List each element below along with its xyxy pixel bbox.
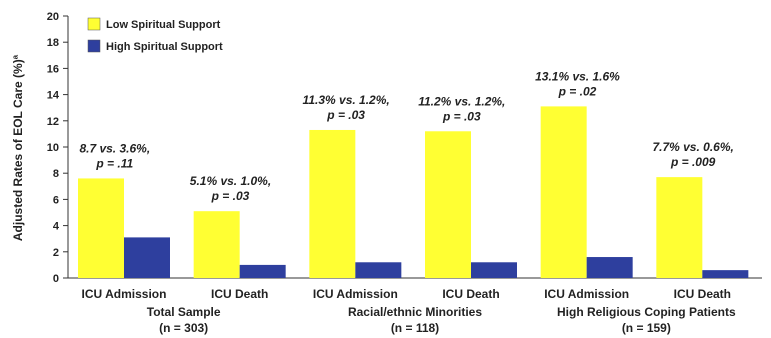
bar-low-spiritual-support <box>425 131 471 278</box>
y-tick-label: 2 <box>53 247 59 259</box>
bar-low-spiritual-support <box>540 106 587 278</box>
comparison-annotation: 11.2% vs. 1.2%, <box>418 94 505 108</box>
x-category-label: ICU Death <box>674 287 731 301</box>
p-value-annotation: p = .03 <box>326 108 365 122</box>
comparison-annotation: 13.1% vs. 1.6% <box>535 69 620 83</box>
y-tick-label: 20 <box>47 11 59 23</box>
y-tick-label: 6 <box>53 194 59 206</box>
annotations: 8.7 vs. 3.6%,p = .115.1% vs. 1.0%,p = .0… <box>79 69 733 203</box>
legend-label: High Spiritual Support <box>106 41 223 53</box>
legend-swatch <box>87 39 101 53</box>
comparison-annotation: 11.3% vs. 1.2%, <box>303 93 390 107</box>
p-value-annotation: p = .009 <box>670 155 716 169</box>
bar-high-spiritual-support <box>586 257 633 278</box>
p-value-annotation: p = .02 <box>558 84 597 98</box>
comparison-annotation: 8.7 vs. 3.6%, <box>79 141 150 155</box>
group-label: Racial/ethnic Minorities <box>348 305 482 319</box>
group-label: Total Sample <box>147 305 221 319</box>
bar-low-spiritual-support <box>78 178 124 278</box>
legend-swatch <box>87 17 101 31</box>
p-value-annotation: p = .11 <box>95 156 133 170</box>
y-tick-label: 0 <box>53 273 59 285</box>
y-tick-label: 8 <box>53 168 59 180</box>
y-tick-label: 10 <box>47 142 59 154</box>
y-tick-label: 14 <box>47 90 60 102</box>
y-tick-label: 4 <box>53 221 60 233</box>
x-category-label: ICU Death <box>211 287 268 301</box>
bar-high-spiritual-support <box>471 262 517 278</box>
y-tick-label: 12 <box>47 116 59 128</box>
bar-high-spiritual-support <box>239 264 286 278</box>
group-label: High Religious Coping Patients <box>557 305 736 319</box>
x-category-label: ICU Admission <box>544 287 629 301</box>
bar-low-spiritual-support <box>193 211 240 278</box>
bar-high-spiritual-support <box>355 262 402 278</box>
legend-label: Low Spiritual Support <box>106 19 221 31</box>
y-tick-label: 16 <box>47 63 59 75</box>
comparison-annotation: 7.7% vs. 0.6%, <box>652 140 733 154</box>
legend: Low Spiritual Support High Spiritual Supp… <box>87 17 223 53</box>
y-axis-label: Adjusted Rates of EOL Care (%)ª <box>11 54 25 241</box>
x-category-label: ICU Admission <box>82 287 167 301</box>
bar-low-spiritual-support <box>656 177 703 278</box>
y-axis: 0 2 4 6 8 10 12 14 16 18 20 <box>47 11 762 285</box>
comparison-annotation: 5.1% vs. 1.0%, <box>190 174 271 188</box>
group-n-label: (n = 118) <box>391 321 439 335</box>
category-labels: ICU Admission ICU Death ICU Admission ICU D… <box>82 287 736 335</box>
bars <box>78 106 749 278</box>
x-category-label: ICU Admission <box>313 287 398 301</box>
bar-high-spiritual-support <box>702 270 749 278</box>
x-category-label: ICU Death <box>442 287 499 301</box>
group-n-label: (n = 303) <box>159 321 208 335</box>
p-value-annotation: p = .03 <box>211 189 250 203</box>
p-value-annotation: p = .03 <box>442 109 481 123</box>
group-n-label: (n = 159) <box>622 321 671 335</box>
y-tick-label: 18 <box>47 37 59 49</box>
bar-low-spiritual-support <box>309 129 356 278</box>
bar-high-spiritual-support <box>124 237 170 278</box>
